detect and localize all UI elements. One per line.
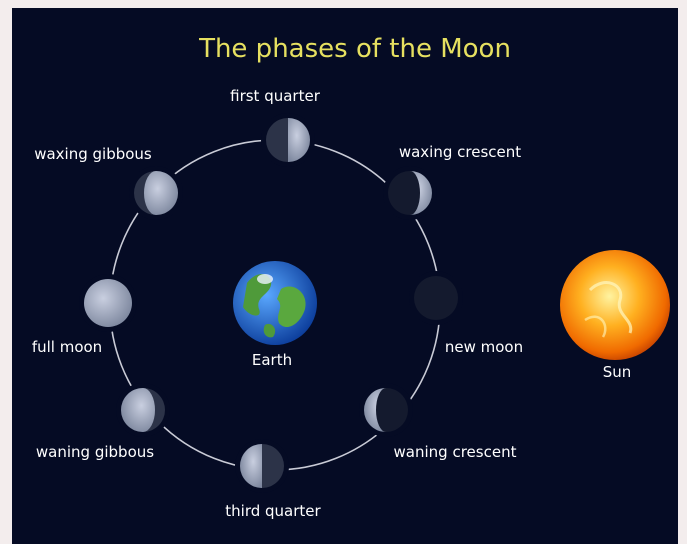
sun-label: Sun <box>603 363 632 381</box>
moon-waning-crescent <box>359 383 413 437</box>
phase-label: waxing gibbous <box>34 145 152 163</box>
moon-first-quarter <box>261 113 315 167</box>
phase-label: waning gibbous <box>36 443 154 461</box>
phase-label: third quarter <box>225 502 321 520</box>
moon-new <box>409 271 463 325</box>
phase-label: waning crescent <box>394 443 517 461</box>
phase-label: full moon <box>32 338 102 356</box>
earth-label: Earth <box>252 351 292 369</box>
moon-waxing-gibbous <box>129 166 183 220</box>
phase-label: new moon <box>445 338 523 356</box>
moon-waning-gibbous <box>116 383 170 437</box>
moon-third-quarter <box>235 439 289 493</box>
earth <box>233 261 317 345</box>
moon-waxing-crescent <box>383 166 437 220</box>
moon-full <box>79 274 137 332</box>
phase-label: first quarter <box>230 87 321 105</box>
sun <box>560 250 670 360</box>
diagram: The phases of the Moon <box>0 0 687 544</box>
title: The phases of the Moon <box>198 34 511 64</box>
phase-label: waxing crescent <box>399 143 521 161</box>
